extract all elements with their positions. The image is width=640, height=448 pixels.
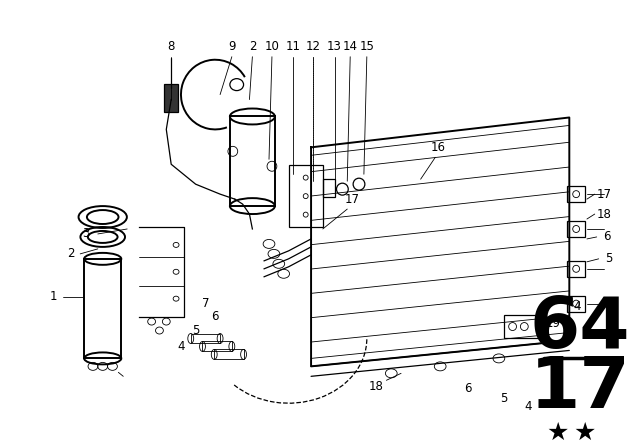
Bar <box>214 349 244 359</box>
Text: 4: 4 <box>573 300 581 313</box>
Bar <box>84 259 122 358</box>
Bar <box>164 84 178 112</box>
Text: 14: 14 <box>342 40 358 53</box>
Text: 17: 17 <box>530 354 630 423</box>
Text: 6: 6 <box>464 382 471 395</box>
Text: 16: 16 <box>431 141 445 154</box>
Text: 13: 13 <box>327 40 342 53</box>
Text: 7: 7 <box>202 297 209 310</box>
Text: 12: 12 <box>305 40 321 53</box>
Text: 8: 8 <box>168 40 175 53</box>
Bar <box>323 179 335 197</box>
Bar <box>230 116 275 206</box>
Bar <box>567 186 585 202</box>
Text: 11: 11 <box>286 40 301 53</box>
Text: 1: 1 <box>50 290 58 303</box>
Bar <box>504 314 543 339</box>
Text: 5: 5 <box>192 324 199 337</box>
Text: 17: 17 <box>597 188 612 201</box>
Text: 2: 2 <box>67 247 74 260</box>
Text: 64: 64 <box>530 294 630 363</box>
Text: 15: 15 <box>360 40 374 53</box>
Text: 19: 19 <box>545 317 560 330</box>
Text: 3: 3 <box>83 228 90 241</box>
Bar <box>191 333 220 344</box>
Text: 18: 18 <box>597 207 612 220</box>
Text: 5: 5 <box>605 252 612 265</box>
Text: 18: 18 <box>369 380 384 393</box>
Text: 17: 17 <box>345 193 360 206</box>
Text: 4: 4 <box>177 340 185 353</box>
Bar <box>567 296 585 312</box>
Bar <box>567 261 585 277</box>
Text: 10: 10 <box>264 40 280 53</box>
Text: 6: 6 <box>211 310 219 323</box>
Bar <box>202 341 232 351</box>
Text: 9: 9 <box>228 40 236 53</box>
Text: 6: 6 <box>603 230 610 243</box>
Text: 4: 4 <box>524 400 532 413</box>
Bar <box>567 221 585 237</box>
Bar <box>289 165 323 227</box>
Text: ★: ★ <box>547 421 569 445</box>
Text: 5: 5 <box>500 392 508 405</box>
Text: ★: ★ <box>574 421 596 445</box>
Text: 2: 2 <box>248 40 256 53</box>
